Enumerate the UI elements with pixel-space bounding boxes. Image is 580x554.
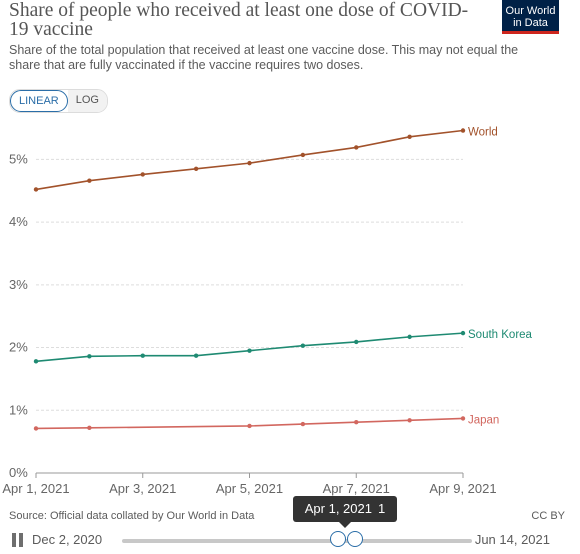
- series-point: [460, 416, 466, 421]
- timeline-end-label: Jun 14, 2021: [474, 532, 550, 547]
- logo-line-2: in Data: [513, 17, 548, 29]
- owid-logo[interactable]: Our World in Data: [502, 0, 559, 34]
- x-tick-label: Apr 7, 2021: [323, 481, 390, 496]
- timeline-track[interactable]: [122, 539, 472, 543]
- series-point: [87, 178, 92, 183]
- series-point: [33, 426, 39, 431]
- series-point: [33, 359, 39, 364]
- y-tick-label: 2%: [9, 340, 28, 355]
- series-point: [300, 421, 306, 427]
- pause-icon-bar: [19, 533, 23, 547]
- pause-icon: [12, 533, 16, 547]
- series-point: [407, 134, 412, 139]
- series-label: World: [468, 127, 498, 139]
- y-tick-label: 4%: [9, 214, 28, 229]
- series-point: [407, 418, 412, 423]
- series-point: [460, 128, 466, 133]
- series-point: [460, 330, 466, 336]
- y-tick-label: 5%: [9, 151, 28, 166]
- linear-scale-button[interactable]: LINEAR: [10, 90, 68, 112]
- series-point: [300, 343, 306, 348]
- series-point: [354, 419, 359, 425]
- series-point: [87, 425, 92, 431]
- series-point: [247, 423, 252, 429]
- scale-toggle: LINEAR LOG: [9, 89, 108, 113]
- pause-button[interactable]: [12, 533, 24, 547]
- timeline-end-handle[interactable]: [346, 531, 363, 547]
- series-point: [354, 339, 359, 345]
- source-note[interactable]: Source: Official data collated by Our Wo…: [9, 510, 255, 522]
- series-point: [193, 353, 199, 358]
- log-scale-button[interactable]: LOG: [67, 90, 107, 112]
- series-point: [354, 145, 359, 150]
- timeline-start-label: Dec 2, 2020: [32, 532, 103, 547]
- timeline-tooltip: Apr 1, 2021 1: [293, 496, 397, 528]
- series-point: [407, 334, 412, 340]
- y-tick-label: 0%: [9, 465, 28, 480]
- series-line: [35, 129, 464, 191]
- series-point: [87, 354, 92, 359]
- tooltip-count: 1: [377, 501, 386, 516]
- series-label: South Korea: [468, 329, 533, 341]
- series-point: [247, 160, 252, 166]
- logo-line-1: Our World: [505, 5, 556, 17]
- series-point: [33, 187, 39, 192]
- x-tick-label: Apr 5, 2021: [216, 481, 283, 496]
- y-tick-label: 1%: [9, 402, 28, 417]
- timeline-slider: Dec 2, 2020 Jun 14, 2021: [0, 528, 580, 554]
- timeline-start-handle[interactable]: [330, 531, 347, 547]
- series-point: [247, 348, 252, 353]
- line-chart: 0% 1% 2% 3% 4% 5% Apr 1, 2021 Apr 3, 2021 Apr 5,…: [2, 127, 533, 496]
- chart-subtitle: Share of the total population that recei…: [9, 43, 519, 72]
- x-tick-label: Apr 3, 2021: [109, 481, 176, 496]
- series-point: [193, 166, 199, 171]
- series-point: [140, 353, 145, 358]
- x-tick-label: Apr 9, 2021: [429, 481, 496, 496]
- series-point: [300, 152, 306, 158]
- logo-accent-bar: [502, 31, 559, 34]
- series-point: [140, 172, 145, 177]
- tooltip-date: Apr 1, 2021: [304, 501, 372, 516]
- license-link[interactable]: CC BY: [531, 510, 565, 522]
- chart-title: Share of people who received at least on…: [9, 0, 469, 40]
- series-label: Japan: [468, 414, 499, 426]
- y-tick-label: 3%: [9, 277, 28, 292]
- x-tick-label: Apr 1, 2021: [2, 481, 69, 496]
